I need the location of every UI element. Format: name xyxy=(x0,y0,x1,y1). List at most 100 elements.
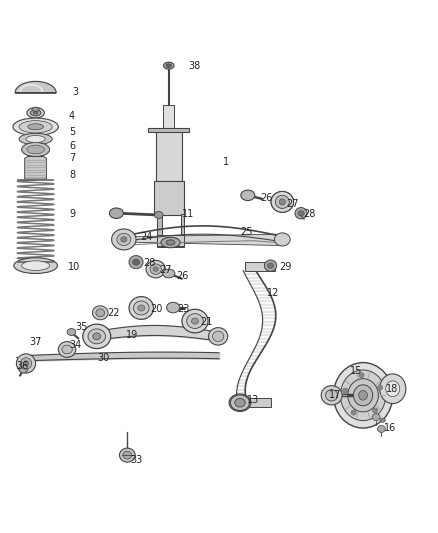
Ellipse shape xyxy=(359,373,364,378)
Text: 8: 8 xyxy=(70,170,76,180)
Ellipse shape xyxy=(372,408,378,413)
Text: 12: 12 xyxy=(267,288,279,298)
Ellipse shape xyxy=(138,305,145,311)
Ellipse shape xyxy=(295,207,307,219)
Ellipse shape xyxy=(83,324,111,349)
Ellipse shape xyxy=(372,414,380,421)
Text: 26: 26 xyxy=(261,192,273,203)
Text: 7: 7 xyxy=(70,153,76,163)
Ellipse shape xyxy=(212,331,224,342)
Polygon shape xyxy=(157,214,166,247)
Text: 1: 1 xyxy=(223,157,230,167)
Text: 19: 19 xyxy=(126,330,138,340)
Ellipse shape xyxy=(378,385,382,390)
Ellipse shape xyxy=(380,418,385,422)
Ellipse shape xyxy=(21,142,49,157)
Ellipse shape xyxy=(187,313,203,328)
Ellipse shape xyxy=(333,362,393,428)
Polygon shape xyxy=(171,214,184,247)
Text: 13: 13 xyxy=(247,395,260,405)
Ellipse shape xyxy=(58,342,76,357)
Ellipse shape xyxy=(133,259,140,265)
Ellipse shape xyxy=(28,124,43,130)
Text: 22: 22 xyxy=(107,308,119,318)
Ellipse shape xyxy=(67,328,76,335)
Ellipse shape xyxy=(26,135,45,142)
Ellipse shape xyxy=(88,329,106,344)
Ellipse shape xyxy=(96,309,105,317)
Ellipse shape xyxy=(19,133,52,144)
Polygon shape xyxy=(155,131,182,181)
Text: 20: 20 xyxy=(150,304,162,314)
Text: 30: 30 xyxy=(98,353,110,363)
Text: 23: 23 xyxy=(177,304,190,314)
Ellipse shape xyxy=(230,395,250,410)
Ellipse shape xyxy=(353,385,373,406)
Text: 34: 34 xyxy=(70,340,82,350)
Ellipse shape xyxy=(321,386,342,405)
Text: 28: 28 xyxy=(303,209,316,219)
Ellipse shape xyxy=(121,237,127,242)
Polygon shape xyxy=(245,262,275,271)
Ellipse shape xyxy=(386,381,400,397)
Text: 6: 6 xyxy=(70,141,76,151)
Text: 17: 17 xyxy=(329,390,341,400)
Ellipse shape xyxy=(268,263,274,268)
Text: 38: 38 xyxy=(188,61,201,71)
Text: 27: 27 xyxy=(159,265,172,275)
Ellipse shape xyxy=(298,211,304,216)
Ellipse shape xyxy=(30,110,41,116)
Polygon shape xyxy=(15,82,56,93)
Text: 15: 15 xyxy=(350,366,362,376)
Text: 26: 26 xyxy=(176,271,189,281)
Ellipse shape xyxy=(33,111,38,114)
Ellipse shape xyxy=(154,212,163,219)
Ellipse shape xyxy=(112,229,136,250)
Ellipse shape xyxy=(276,195,289,208)
Text: 37: 37 xyxy=(29,337,42,346)
Ellipse shape xyxy=(275,233,290,246)
Ellipse shape xyxy=(153,267,158,271)
Text: 36: 36 xyxy=(16,361,28,371)
Text: 24: 24 xyxy=(141,232,153,242)
Ellipse shape xyxy=(62,345,72,354)
Ellipse shape xyxy=(235,398,245,407)
Ellipse shape xyxy=(32,107,39,111)
Polygon shape xyxy=(241,398,271,407)
Ellipse shape xyxy=(16,354,35,373)
Ellipse shape xyxy=(134,301,149,315)
Ellipse shape xyxy=(110,208,124,219)
Ellipse shape xyxy=(92,306,108,320)
Ellipse shape xyxy=(241,190,255,200)
Text: 11: 11 xyxy=(182,209,194,219)
Ellipse shape xyxy=(343,388,348,393)
Ellipse shape xyxy=(27,108,44,118)
Text: 18: 18 xyxy=(386,384,398,394)
Text: 16: 16 xyxy=(384,423,396,433)
Polygon shape xyxy=(157,235,184,246)
Ellipse shape xyxy=(150,264,161,274)
Text: 21: 21 xyxy=(201,317,213,327)
Text: 35: 35 xyxy=(75,322,87,332)
Ellipse shape xyxy=(19,365,28,373)
Text: 4: 4 xyxy=(68,111,74,121)
Ellipse shape xyxy=(166,302,180,313)
Ellipse shape xyxy=(340,370,386,421)
Ellipse shape xyxy=(325,390,338,401)
Ellipse shape xyxy=(166,240,175,245)
Ellipse shape xyxy=(117,233,131,246)
Polygon shape xyxy=(25,157,46,179)
Polygon shape xyxy=(153,181,184,215)
Ellipse shape xyxy=(19,120,52,133)
Text: 5: 5 xyxy=(70,127,76,137)
Ellipse shape xyxy=(359,391,367,400)
Ellipse shape xyxy=(120,448,135,462)
Text: 9: 9 xyxy=(70,209,76,219)
Ellipse shape xyxy=(27,145,44,154)
Ellipse shape xyxy=(20,358,32,369)
Text: 25: 25 xyxy=(240,228,252,237)
Polygon shape xyxy=(163,105,174,129)
Polygon shape xyxy=(148,128,189,132)
Ellipse shape xyxy=(161,237,180,248)
Ellipse shape xyxy=(21,261,49,270)
